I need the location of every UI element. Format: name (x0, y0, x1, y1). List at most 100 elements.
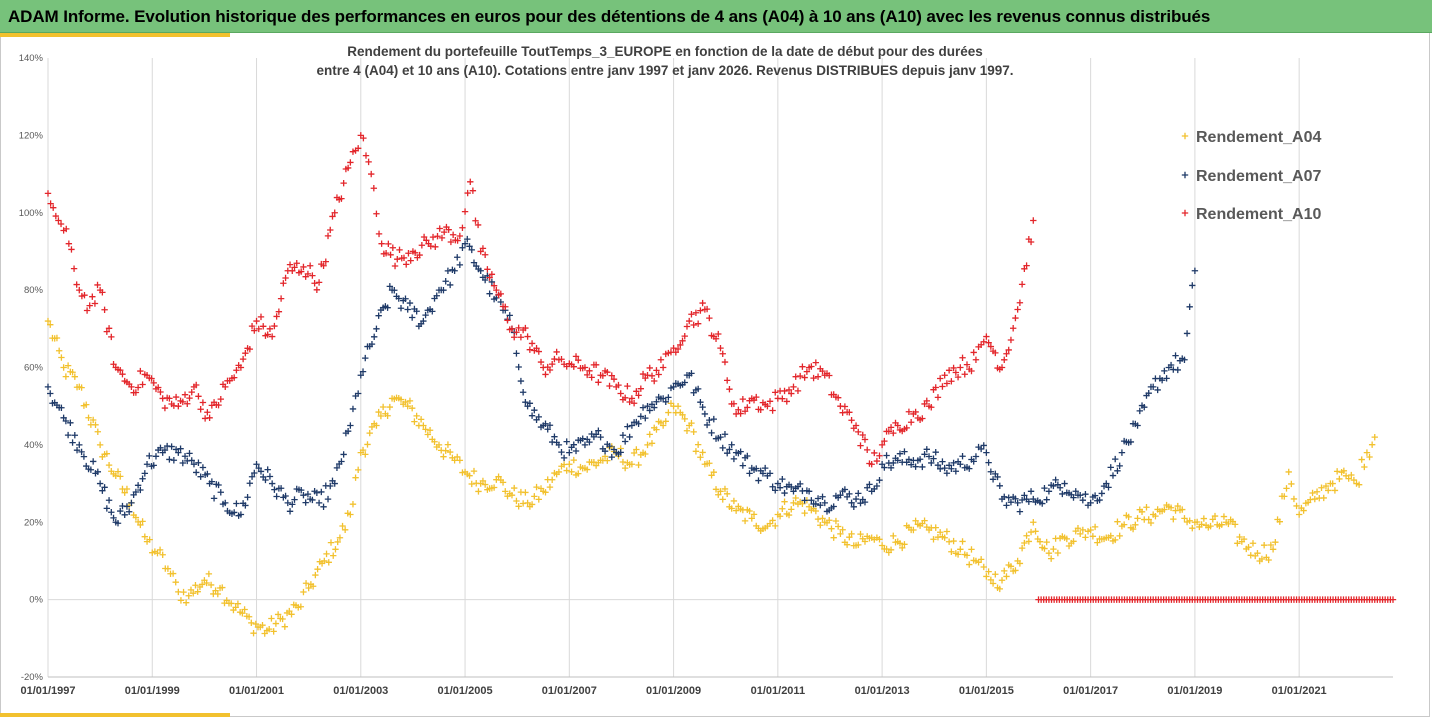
x-tick-label: 01/01/2019 (1167, 685, 1222, 697)
data-point (83, 401, 90, 408)
data-point (739, 462, 747, 469)
data-point (941, 464, 948, 472)
data-point (706, 416, 713, 424)
data-point (646, 364, 653, 372)
data-point (788, 390, 795, 397)
data-point (1161, 506, 1168, 513)
data-point (690, 428, 697, 436)
data-point (814, 515, 822, 523)
data-point (193, 381, 200, 389)
data-point (558, 448, 565, 456)
data-point (362, 152, 370, 159)
y-tick-label: 0% (29, 595, 43, 606)
data-point (459, 469, 466, 476)
data-point (150, 379, 157, 387)
data-point (966, 561, 973, 568)
data-point (139, 518, 146, 525)
data-point (983, 573, 990, 580)
data-point (912, 408, 919, 416)
data-point (481, 251, 489, 258)
data-point (1368, 441, 1376, 448)
data-point (186, 450, 193, 457)
data-point (761, 401, 769, 408)
data-point (331, 209, 338, 216)
data-point (983, 333, 990, 340)
data-point (548, 476, 556, 483)
data-point (936, 375, 944, 382)
data-point (683, 323, 691, 330)
data-point (628, 395, 636, 402)
data-point (1285, 468, 1292, 476)
x-tick-label: 01/01/2003 (333, 685, 388, 697)
data-point (928, 404, 935, 411)
data-point (217, 395, 224, 403)
data-point (139, 381, 146, 388)
data-point (324, 232, 332, 240)
data-point (245, 613, 253, 620)
data-point (812, 507, 820, 515)
data-point (206, 414, 213, 421)
data-point (1348, 471, 1355, 479)
data-point (866, 460, 873, 467)
data-point (235, 512, 242, 519)
data-point (624, 382, 631, 390)
data-point (445, 226, 452, 233)
data-point (531, 493, 538, 500)
data-point (1039, 500, 1046, 507)
data-point (94, 468, 102, 476)
data-point (291, 264, 298, 271)
data-point (1363, 449, 1371, 456)
data-point (336, 534, 344, 541)
data-point (1098, 490, 1106, 497)
data-point (121, 489, 128, 496)
data-point (805, 503, 813, 510)
data-point (553, 439, 560, 446)
data-point (642, 450, 649, 458)
data-point (1170, 515, 1177, 523)
data-point (246, 345, 254, 353)
data-point (495, 473, 502, 480)
data-point (878, 441, 886, 449)
data-point (449, 231, 457, 238)
data-point (588, 374, 595, 381)
data-point (1030, 217, 1037, 224)
data-point (1074, 492, 1082, 499)
data-point (837, 530, 844, 538)
data-point (621, 464, 629, 472)
data-point (948, 548, 955, 555)
data-point (241, 606, 248, 613)
data-point (456, 457, 464, 464)
data-point (456, 261, 464, 269)
data-point (1003, 350, 1010, 357)
data-point (354, 145, 362, 152)
data-point (470, 467, 478, 475)
data-point (943, 380, 951, 387)
data-point (1231, 521, 1239, 528)
data-point (64, 362, 72, 369)
x-tick-label: 01/01/2021 (1272, 685, 1327, 697)
data-point (265, 625, 273, 633)
data-point (475, 488, 482, 495)
data-point (257, 468, 265, 475)
data-point (706, 314, 713, 322)
data-point (635, 461, 642, 469)
data-point (575, 356, 582, 364)
data-point (560, 454, 568, 462)
data-point (408, 314, 416, 321)
data-point (123, 503, 131, 510)
data-point (1331, 487, 1339, 494)
data-point (667, 384, 675, 392)
data-point (459, 224, 466, 231)
data-point (928, 459, 935, 467)
data-point (546, 483, 554, 491)
data-point (467, 178, 474, 185)
data-point (281, 623, 289, 630)
data-point (857, 530, 864, 538)
data-point (168, 443, 175, 450)
data-point (172, 446, 180, 453)
data-point (172, 393, 180, 401)
data-point (251, 327, 258, 334)
data-point (998, 577, 1006, 584)
data-point (1025, 498, 1033, 505)
chart-points (44, 132, 1397, 637)
